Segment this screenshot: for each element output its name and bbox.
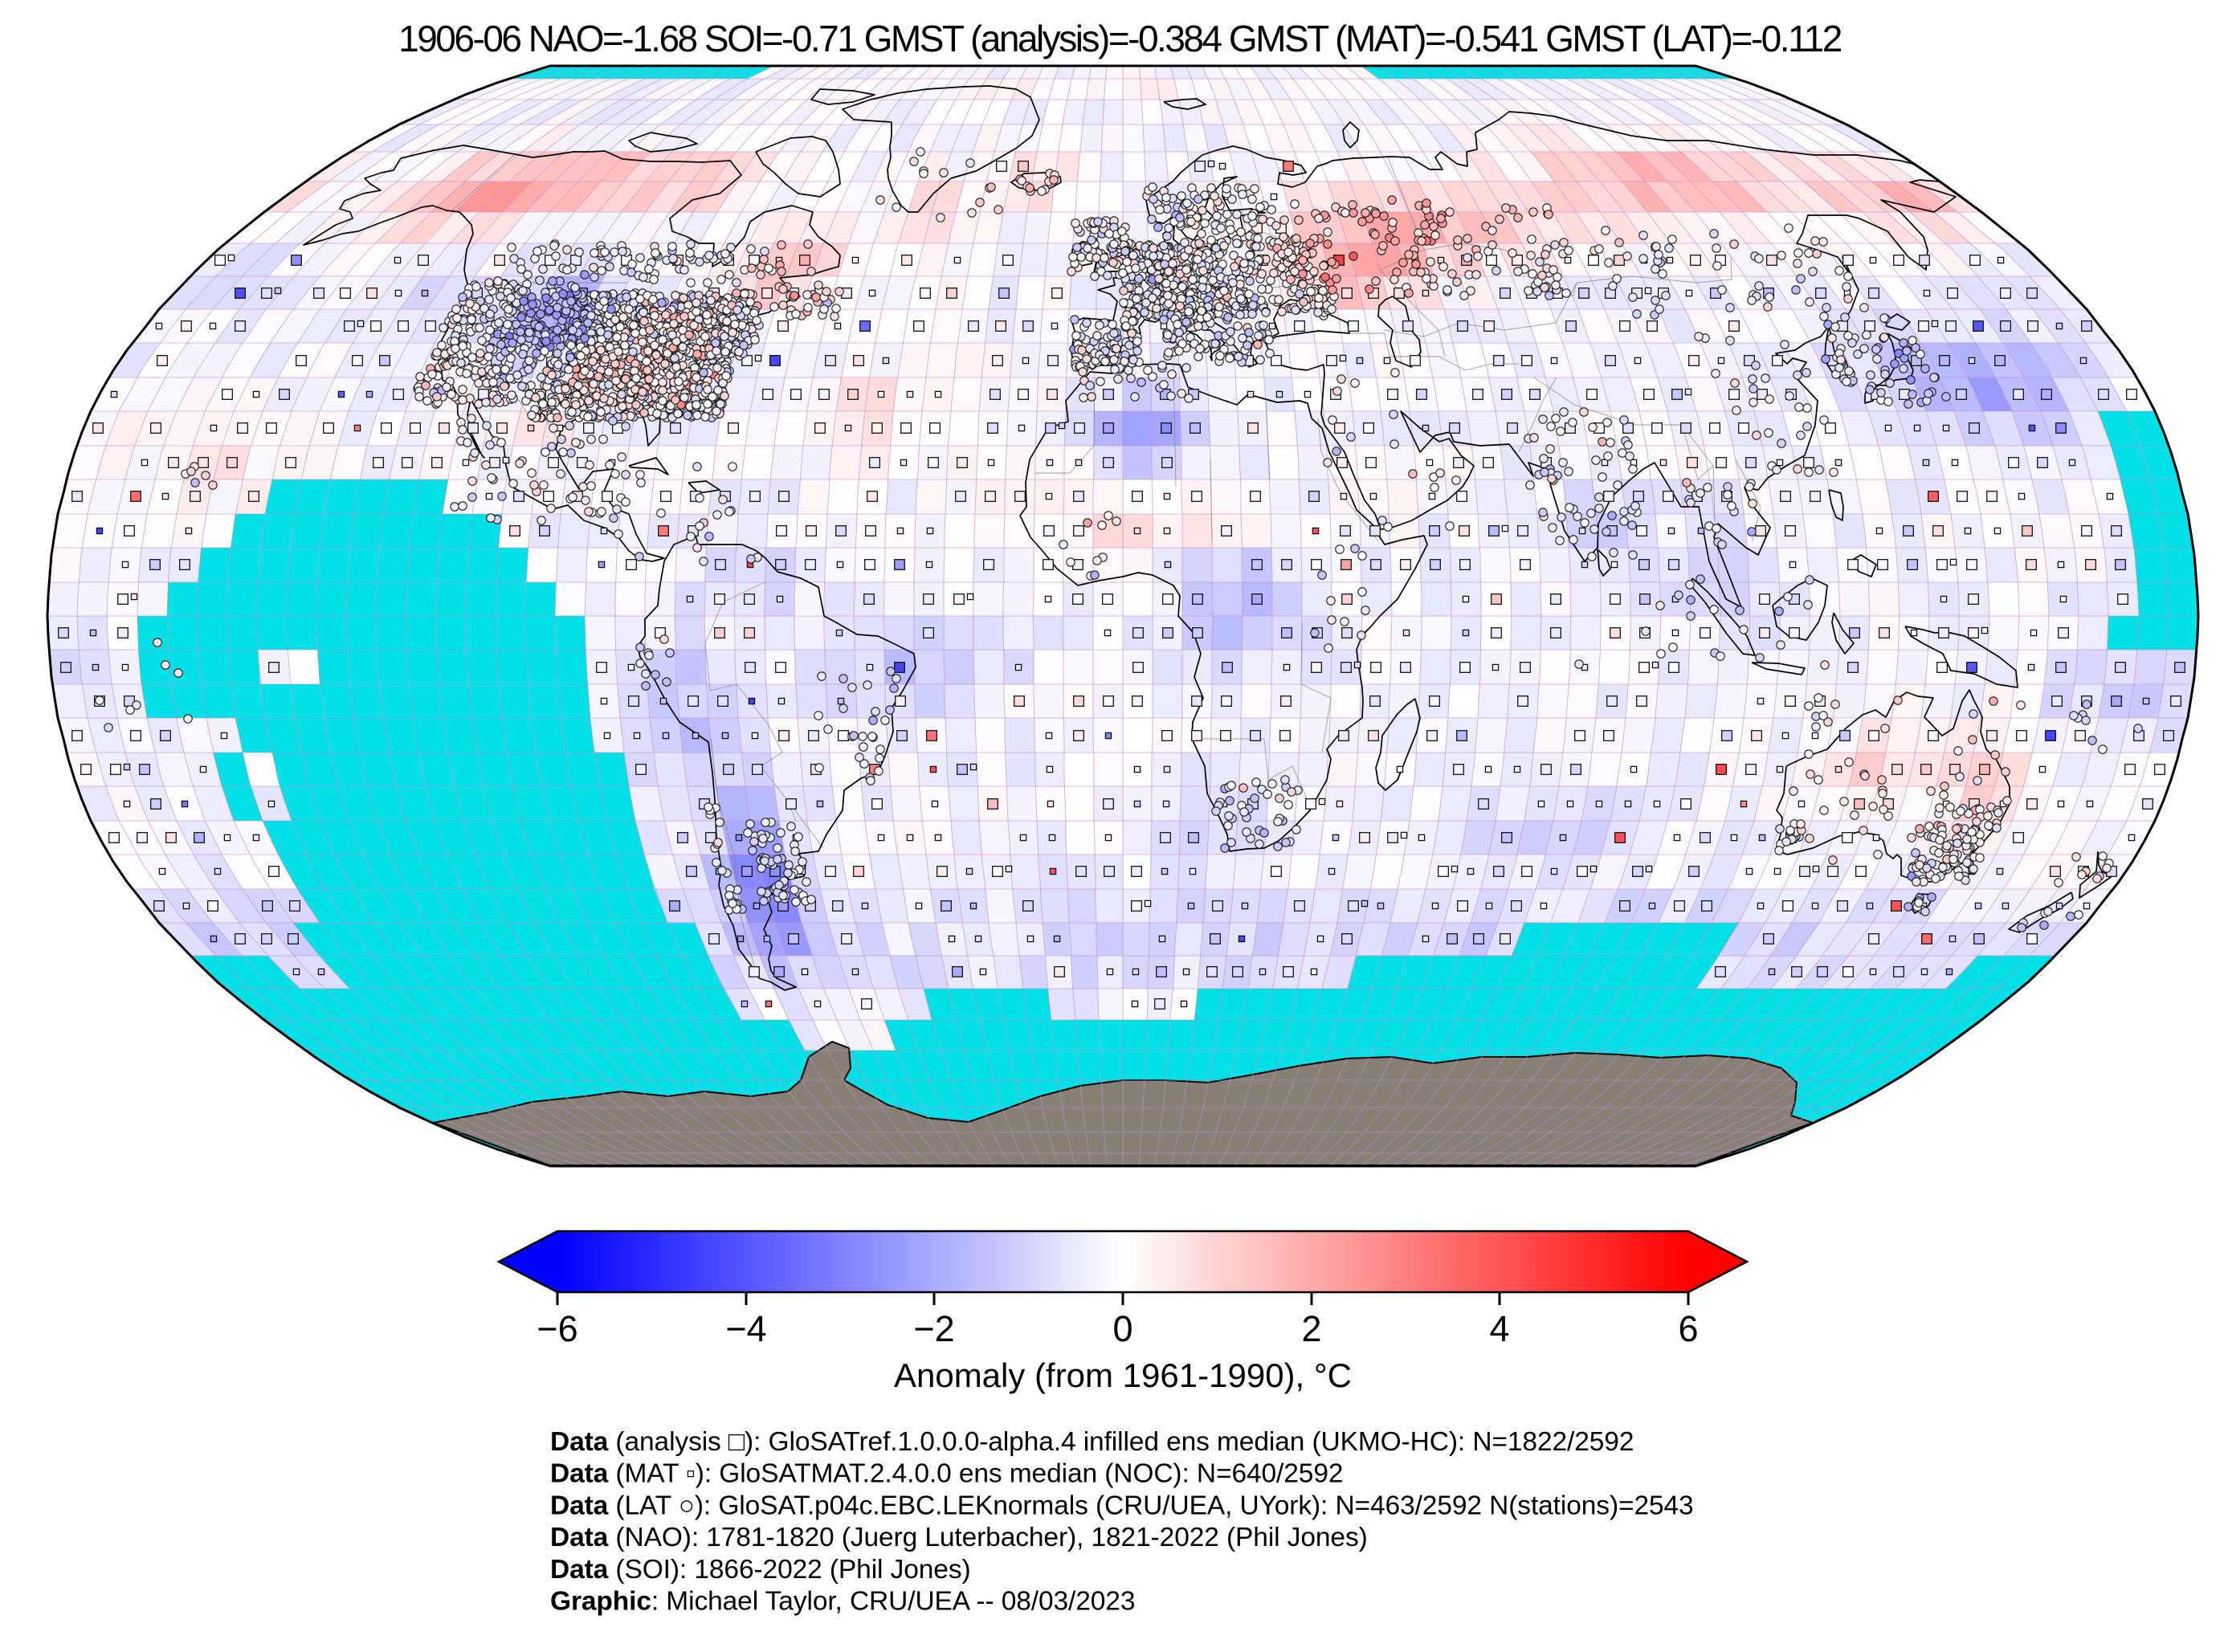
svg-text:Data (analysis □): GloSATref.1: Data (analysis □): GloSATref.1.0.0.0-alp… — [550, 1427, 1634, 1457]
svg-text:−4: −4 — [725, 1308, 766, 1349]
svg-text:Graphic: Michael Taylor, CRU/U: Graphic: Michael Taylor, CRU/UEA -- 08/0… — [550, 1587, 1135, 1617]
svg-text:4: 4 — [1489, 1308, 1509, 1349]
svg-text:−2: −2 — [913, 1308, 954, 1349]
svg-text:−6: −6 — [537, 1308, 577, 1349]
svg-text:6: 6 — [1678, 1308, 1698, 1349]
svg-text:1906-06 NAO=-1.68 SOI=-0.71 GM: 1906-06 NAO=-1.68 SOI=-0.71 GMST (analys… — [398, 18, 1842, 59]
svg-text:Data (LAT ○): GloSAT.p04c.EBC.: Data (LAT ○): GloSAT.p04c.EBC.LEKnormals… — [550, 1491, 1694, 1520]
svg-text:2: 2 — [1301, 1308, 1321, 1349]
svg-text:Data (SOI): 1866-2022 (Phil Jo: Data (SOI): 1866-2022 (Phil Jones) — [550, 1555, 971, 1585]
svg-text:Anomaly (from 1961-1990), °C: Anomaly (from 1961-1990), °C — [894, 1356, 1352, 1394]
svg-text:0: 0 — [1112, 1308, 1132, 1349]
svg-text:Data (MAT ▫): GloSATMAT.2.4.0.: Data (MAT ▫): GloSATMAT.2.4.0.0 ens medi… — [550, 1459, 1343, 1489]
svg-text:Data (NAO): 1781-1820 (Juerg L: Data (NAO): 1781-1820 (Juerg Luterbacher… — [550, 1523, 1368, 1552]
